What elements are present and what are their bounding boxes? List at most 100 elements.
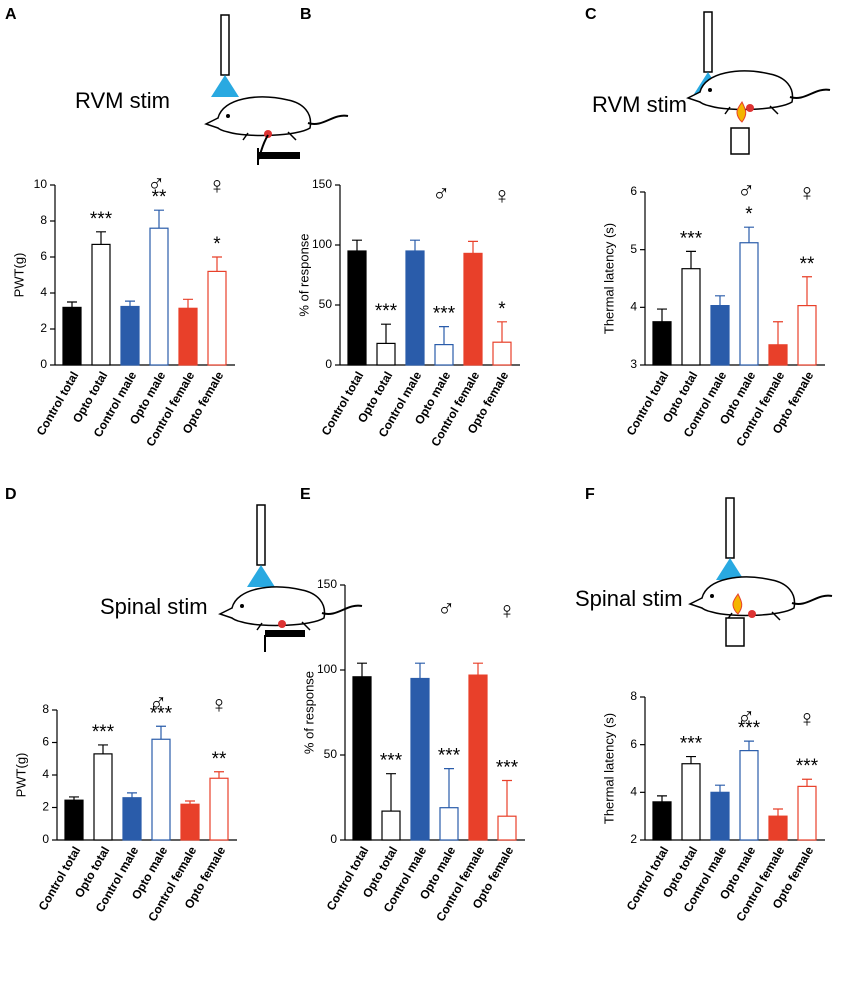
optic-fiber [210,14,240,98]
y-tick-label: 50 [324,747,338,761]
error-bar [744,740,754,751]
rat-illustration [219,586,363,631]
male-symbol: ♂ [149,689,167,716]
female-symbol: ♀ [498,597,516,624]
bar [652,321,672,366]
y-tick-label: 4 [630,785,637,799]
x-tick-label: Control total [624,369,672,438]
y-axis-label: Thermal latency (s) [601,223,616,334]
error-bar [127,792,137,798]
bar [207,270,227,366]
x-tick-label: Control total [324,844,372,913]
bar [710,305,730,366]
significance-label: * [213,234,221,255]
bar [468,674,488,841]
bar [739,750,759,841]
bar [180,803,200,841]
panel-letter: B [300,6,312,23]
y-tick-label: 0 [325,357,332,371]
female-symbol: ♀ [493,182,511,209]
y-tick-label: 6 [630,737,637,751]
flame [736,101,747,123]
flame [732,593,743,615]
error-bar [352,239,362,251]
bar [739,242,759,366]
male-symbol: ♂ [147,170,165,197]
bar [652,801,672,841]
bar [149,227,169,366]
error-bar [156,725,166,740]
panel-letter: D [5,486,17,503]
error-bar [773,808,783,817]
rat-illustration [689,576,833,621]
bar [347,250,367,366]
y-tick-label: 100 [312,237,332,251]
panel-letter: E [300,486,311,503]
bar [797,305,817,366]
significance-label: *** [90,209,113,230]
y-tick-label: 4 [40,285,47,299]
error-bar [214,771,224,779]
error-bar [497,321,507,343]
error-bar [657,308,667,322]
error-bar [98,744,108,754]
bar [122,797,142,841]
error-bar [69,796,79,801]
y-tick-label: 0 [40,357,47,371]
male-symbol: ♂ [437,595,455,622]
bar [405,250,425,366]
bar [62,306,82,366]
von-frey-filament [265,630,305,637]
bar [209,777,229,841]
y-axis-label: % of response [301,671,316,754]
x-tick-label: Control total [624,844,672,913]
error-bar [468,240,478,254]
error-bar [415,662,425,679]
illustration-label: Spinal stim [100,594,208,619]
y-tick-label: 4 [42,767,49,781]
bar [376,342,396,366]
error-bar [410,239,420,251]
bar [91,243,111,366]
female-symbol: ♀ [798,705,816,732]
y-tick-label: 50 [319,297,333,311]
y-tick-label: 0 [330,832,337,846]
bar [768,815,788,841]
significance-label: *** [380,751,403,772]
significance-label: *** [92,722,115,743]
x-tick-label: Control total [319,369,367,438]
significance-label: *** [150,703,173,724]
error-bar [473,662,483,676]
significance-label: *** [680,228,703,249]
bar [463,252,483,366]
error-bar [502,779,512,817]
error-bar [773,321,783,345]
error-bar [96,231,106,245]
y-tick-label: 2 [42,800,49,814]
y-tick-label: 5 [630,242,637,256]
significance-label: *** [375,301,398,322]
y-tick-label: 8 [40,213,47,227]
error-bar [67,301,77,308]
von-frey [257,134,300,165]
y-tick-label: 2 [630,832,637,846]
y-tick-label: 10 [34,177,48,191]
y-tick-label: 4 [630,300,637,314]
von-frey-filament [258,152,300,159]
error-bar [357,662,367,677]
bar [439,807,459,841]
error-bar [212,256,222,272]
bar [492,341,512,366]
significance-label: * [745,204,753,225]
bar [151,738,171,841]
error-bar [444,768,454,808]
significance-label: * [498,299,506,320]
error-bar [657,795,667,802]
significance-label: *** [680,734,703,755]
bar [64,799,84,841]
significance-label: ** [800,254,815,275]
bar [797,785,817,841]
significance-label: ** [212,749,227,770]
male-symbol: ♂ [432,180,450,207]
bar [120,305,140,366]
